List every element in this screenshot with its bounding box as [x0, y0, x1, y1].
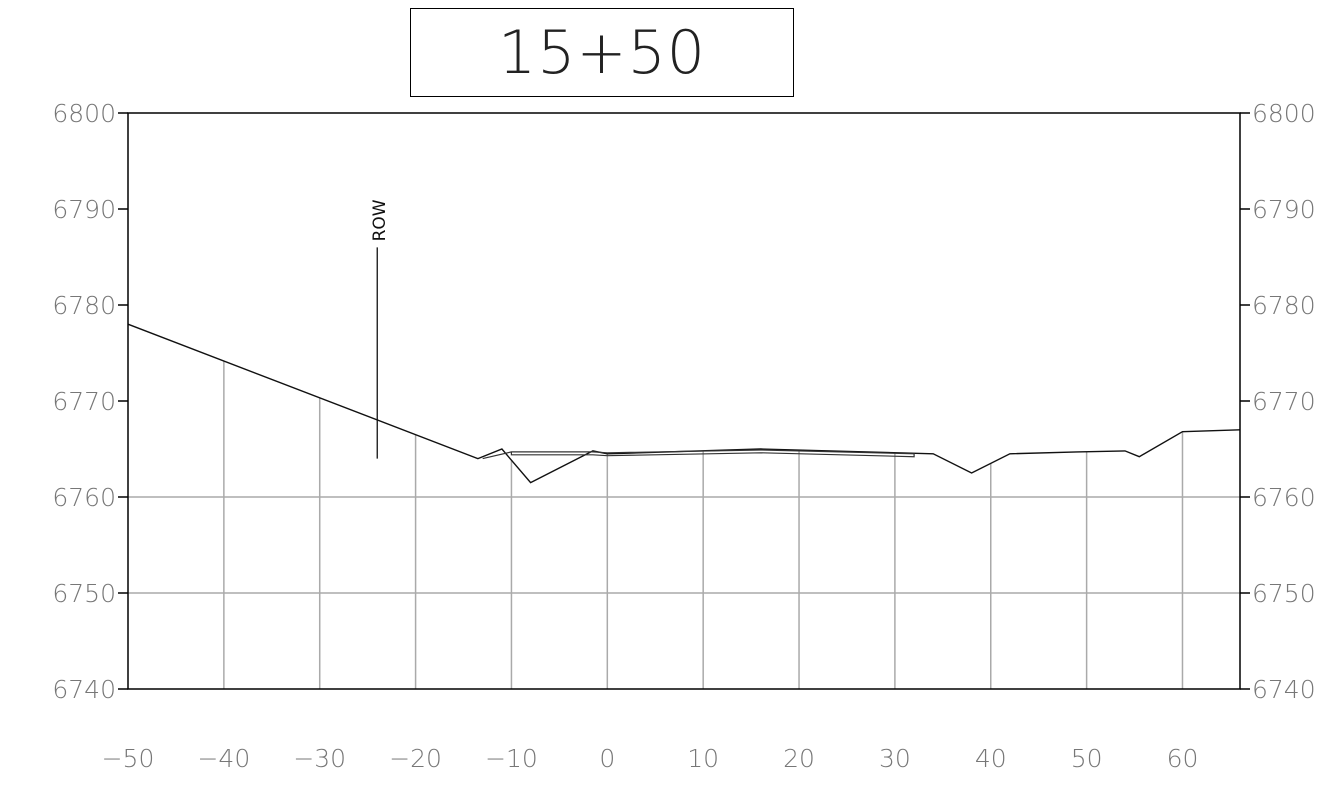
y-tick-label-right: 6790: [1252, 195, 1316, 224]
annotation-layer: ROW: [370, 199, 390, 459]
ground-profile-line: [127, 323, 1241, 484]
y-tick-label-right: 6750: [1252, 579, 1316, 608]
x-tick-label: 40: [975, 744, 1007, 773]
x-tick-label: 0: [599, 744, 615, 773]
tick-layer: [118, 112, 1250, 690]
grid: [128, 361, 1240, 689]
roadway-template-line: [482, 449, 915, 460]
y-tick-label-right: 6800: [1252, 99, 1316, 128]
y-tick-label-right: 6780: [1252, 291, 1316, 320]
y-tick-label-left: 6800: [52, 99, 116, 128]
tick-label-layer: 6740 6740 6750 6750 6760 6760 6770 6770 6780 6780…: [52, 99, 1315, 773]
series-layer: [127, 323, 1241, 484]
x-tick-label: 30: [879, 744, 911, 773]
station-title-box: 15+50: [410, 8, 794, 97]
x-tick-label: 60: [1167, 744, 1199, 773]
x-tick-label: −30: [293, 744, 346, 773]
x-tick-label: 10: [687, 744, 719, 773]
x-tick-label: 50: [1071, 744, 1103, 773]
plot-frame: [127, 112, 1241, 690]
y-tick-label-left: 6760: [52, 483, 116, 512]
y-tick-label-left: 6780: [52, 291, 116, 320]
y-tick-label-left: 6790: [52, 195, 116, 224]
y-tick-label-right: 6740: [1252, 675, 1316, 704]
x-tick-label: −20: [389, 744, 442, 773]
row-label: ROW: [370, 199, 390, 241]
x-tick-label: −40: [197, 744, 250, 773]
y-tick-label-left: 6770: [52, 387, 116, 416]
x-tick-label: −50: [102, 744, 155, 773]
y-tick-label-left: 6740: [52, 675, 116, 704]
y-tick-label-right: 6770: [1252, 387, 1316, 416]
x-tick-label: 20: [783, 744, 815, 773]
chart-title: 15+50: [498, 17, 706, 88]
y-tick-label-right: 6760: [1252, 483, 1316, 512]
y-tick-label-left: 6750: [52, 579, 116, 608]
x-tick-label: −10: [485, 744, 538, 773]
